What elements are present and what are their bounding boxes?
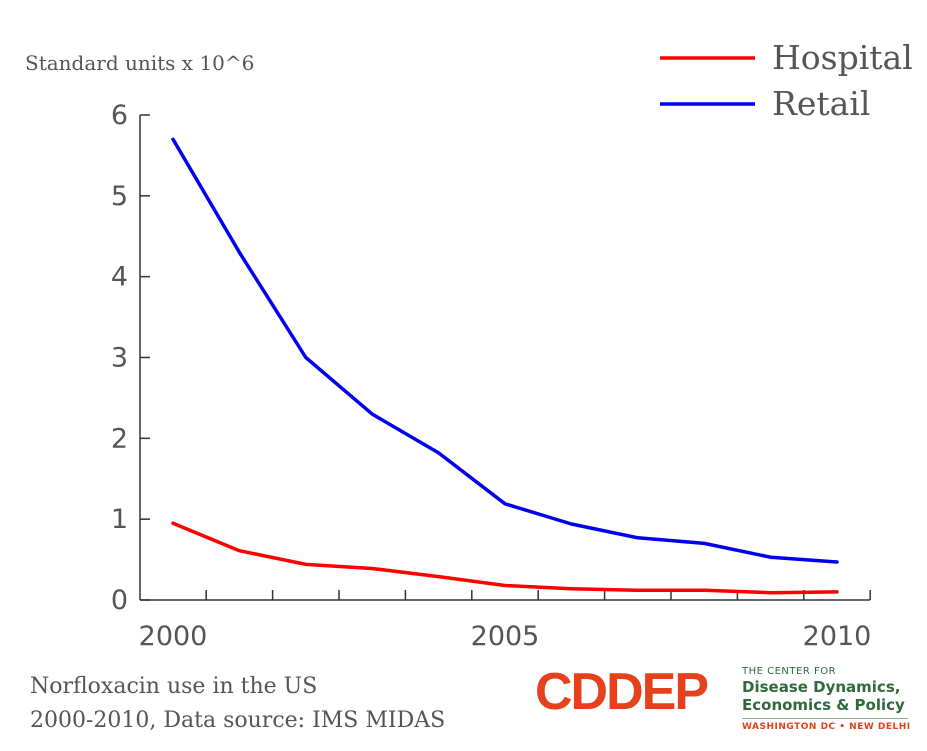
y-tick-label: 1 bbox=[111, 504, 128, 535]
y-axis-label: Standard units x 10^6 bbox=[25, 51, 254, 75]
legend-label-retail: Retail bbox=[772, 84, 870, 123]
y-ticks: 0 1 2 3 4 5 6 bbox=[111, 100, 150, 616]
logo-text: THE CENTER FOR Disease Dynamics, Economi… bbox=[742, 666, 911, 732]
logo-line-2: Disease Dynamics, bbox=[742, 678, 901, 696]
y-tick-label: 0 bbox=[111, 585, 128, 616]
cddep-logo: CDDEP THE CENTER FOR Disease Dynamics, E… bbox=[535, 662, 925, 746]
legend: Hospital Retail bbox=[660, 38, 913, 123]
axes bbox=[139, 115, 870, 601]
x-ticks: 2000 2005 2010 bbox=[139, 590, 872, 652]
logo-mark: CDDEP bbox=[535, 663, 709, 721]
logo-line-3: Economics & Policy bbox=[742, 696, 905, 714]
legend-label-hospital: Hospital bbox=[772, 38, 913, 77]
series-line-hospital bbox=[171, 521, 839, 595]
logo-location: WASHINGTON DC • NEW DELHI bbox=[742, 722, 911, 732]
caption-line-2: 2000-2010, Data source: IMS MIDAS bbox=[30, 708, 446, 733]
chart-caption: Norfloxacin use in the US 2000-2010, Dat… bbox=[30, 670, 445, 738]
x-tick-label: 2010 bbox=[803, 621, 872, 652]
series-lines bbox=[171, 137, 839, 595]
x-tick-label: 2000 bbox=[139, 621, 208, 652]
x-tick-label: 2005 bbox=[471, 621, 540, 652]
y-tick-label: 6 bbox=[111, 100, 128, 131]
series-line-retail bbox=[171, 137, 839, 564]
y-tick-label: 2 bbox=[111, 423, 128, 454]
y-tick-label: 3 bbox=[111, 343, 128, 374]
y-tick-label: 4 bbox=[111, 262, 128, 293]
logo-line-1: THE CENTER FOR bbox=[742, 666, 837, 677]
y-tick-label: 5 bbox=[111, 181, 128, 212]
logo-divider bbox=[742, 718, 908, 719]
caption-line-1: Norfloxacin use in the US bbox=[30, 674, 318, 699]
